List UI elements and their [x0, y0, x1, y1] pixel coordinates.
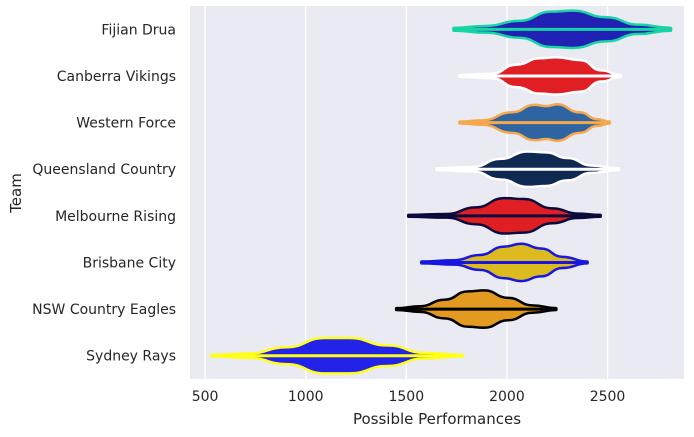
- y-tick-label: Melbourne Rising: [55, 209, 176, 225]
- x-axis-title: Possible Performances: [353, 410, 521, 428]
- violins: [209, 9, 673, 375]
- x-tick-label: 1000: [288, 389, 324, 405]
- x-tick-label: 2500: [590, 389, 626, 405]
- y-tick-label: Fijian Drua: [101, 22, 176, 38]
- y-axis-title: Team: [7, 173, 25, 214]
- y-tick-labels: Fijian Drua Canberra Vikings Western Force…: [32, 22, 176, 364]
- y-tick-label: Canberra Vikings: [57, 69, 176, 85]
- y-tick-label: Queensland Country: [32, 162, 176, 178]
- x-tick-labels: 500 1000 1500 2000 2500: [192, 389, 626, 405]
- plot-area: [190, 6, 684, 379]
- y-tick-label: Sydney Rays: [86, 349, 176, 365]
- y-tick-label: Brisbane City: [83, 255, 176, 271]
- x-tick-label: 2000: [489, 389, 525, 405]
- y-tick-label: Western Force: [76, 116, 176, 132]
- y-tick-label: NSW Country Eagles: [32, 302, 176, 318]
- x-tick-label: 500: [192, 389, 219, 405]
- x-tick-label: 1500: [388, 389, 424, 405]
